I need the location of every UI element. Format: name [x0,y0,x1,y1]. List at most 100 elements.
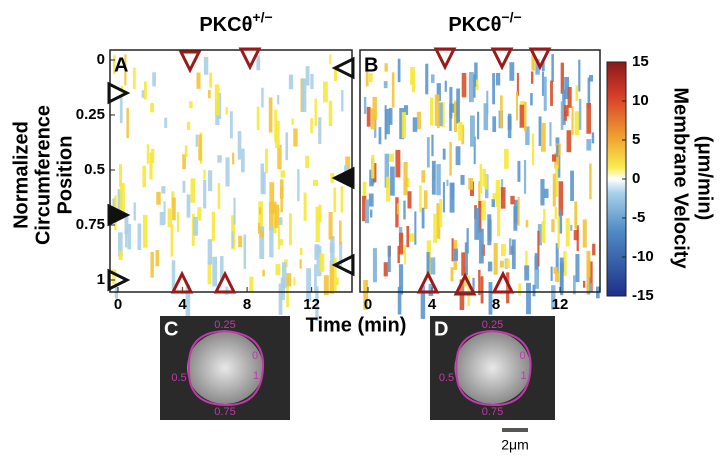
velocity-streak [478,269,481,295]
velocity-streak [142,165,146,188]
velocity-streak [124,54,127,86]
velocity-streak [161,186,166,194]
velocity-streak [436,83,441,102]
velocity-streak [207,261,212,285]
velocity-streak [190,178,196,203]
velocity-streak [433,213,437,243]
velocity-streak [203,179,207,209]
velocity-streak [442,148,446,160]
velocity-streak [275,120,280,149]
cell-position-label: 0 [252,350,258,362]
x-tick-label: 8 [243,296,251,313]
velocity-streak [362,195,367,222]
velocity-streak [268,97,273,133]
velocity-streak [507,115,512,130]
velocity-streak [474,62,478,87]
velocity-streak [559,263,564,272]
x-tick-label: 8 [492,296,500,313]
velocity-streak [556,144,559,157]
velocity-streak [151,148,155,164]
velocity-streak [537,224,543,246]
velocity-streak [172,197,176,221]
velocity-streak [551,285,556,310]
velocity-streak [365,68,369,87]
velocity-streak [117,232,123,257]
velocity-streak [461,72,467,98]
velocity-streak [372,248,377,283]
velocity-streak [508,238,512,255]
x-tick-label: 0 [364,296,372,313]
velocity-streak [335,277,339,286]
velocity-streak [231,231,234,249]
velocity-streak [397,245,400,264]
velocity-streak [269,226,274,258]
x-tick-label: 4 [178,296,187,313]
velocity-streak [436,164,441,196]
velocity-streak [436,121,440,129]
colorbar-tick-label: 0 [632,170,640,187]
velocity-streak [512,239,516,270]
velocity-streak [378,127,382,145]
velocity-streak [112,269,117,285]
velocity-streak [126,107,129,139]
velocity-streak [515,91,518,121]
velocity-streak [505,258,510,269]
velocity-streak [473,136,476,165]
velocity-streak [329,54,332,65]
velocity-streak [582,280,586,288]
velocity-streak [477,111,480,140]
velocity-streak [449,86,453,119]
y-axis-label: Position [54,136,76,215]
velocity-streak [198,134,202,161]
velocity-streak [500,187,506,209]
velocity-streak [442,182,445,213]
velocity-streak [560,62,564,94]
velocity-streak [535,58,540,75]
velocity-streak [220,255,224,281]
velocity-streak [306,268,312,302]
velocity-streak [519,104,525,128]
velocity-streak [133,202,136,221]
velocity-streak [482,168,486,187]
colorbar-tick-label: -10 [632,248,654,265]
velocity-streak [444,80,447,92]
velocity-streak [217,183,221,209]
velocity-streak [333,187,337,213]
velocity-streak [495,179,501,208]
velocity-streak [468,72,474,103]
event-marker [107,81,131,105]
event-marker [331,253,355,277]
velocity-streak [280,170,286,178]
velocity-streak [478,180,481,209]
velocity-streak [119,94,123,124]
velocity-streak [193,217,199,236]
cell-position-label: 0.75 [214,406,235,418]
velocity-streak [269,182,275,214]
event-marker [107,203,131,227]
velocity-streak [564,76,570,100]
velocity-streak [412,117,418,132]
event-marker [331,166,355,190]
cell-position-label: 0 [519,350,525,362]
event-marker [107,268,131,292]
velocity-streak [436,203,441,239]
velocity-streak [550,80,553,106]
velocity-streak [467,275,470,307]
velocity-streak [468,177,474,190]
velocity-streak [217,155,222,163]
velocity-streak [518,283,521,296]
velocity-streak [258,207,262,215]
velocity-streak [315,206,320,243]
velocity-streak [279,239,283,246]
velocity-streak [441,102,445,128]
velocity-streak [383,81,388,89]
velocity-streak [558,209,563,234]
velocity-streak [572,275,576,295]
velocity-streak [431,134,434,157]
velocity-streak [486,90,489,115]
velocity-streak [453,248,458,261]
velocity-streak [487,219,492,241]
cell-position-label: 1 [253,370,259,382]
velocity-streak [208,89,211,99]
velocity-streak [268,202,274,230]
